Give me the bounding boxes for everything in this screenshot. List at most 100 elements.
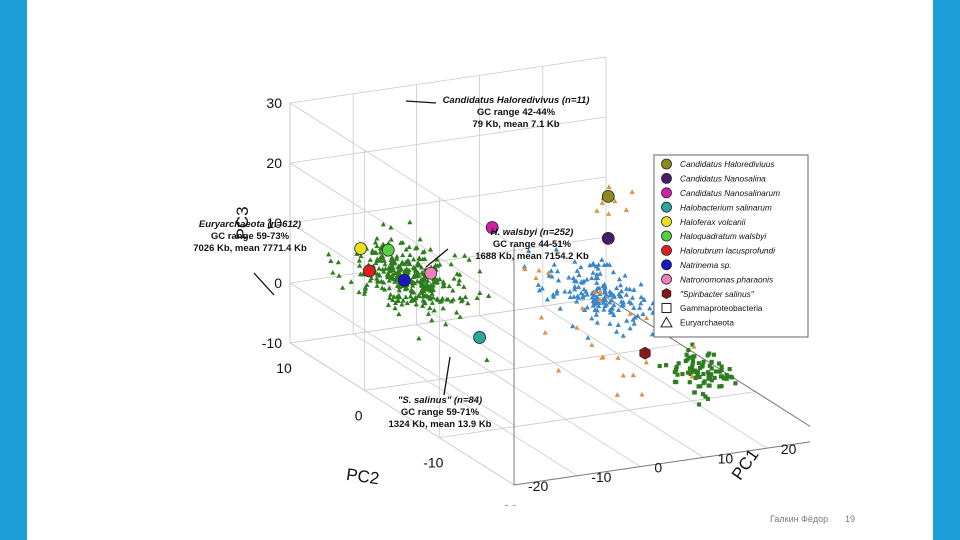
data-point [400,252,406,258]
data-point [379,285,385,290]
data-point [609,305,615,311]
data-point [584,304,590,310]
data-point [406,267,412,273]
data-point [728,374,733,379]
data-point [392,300,399,306]
highlighted-genome-marker [397,273,411,287]
annotation-text: 79 Kb, mean 7.1 Kb [472,119,559,130]
data-point [590,262,596,267]
data-point [630,317,636,322]
data-point [697,365,703,371]
data-point [574,325,580,330]
data-point [584,276,590,282]
highlighted-genome-marker [381,243,395,257]
data-point [700,363,705,368]
annotation-text: GC range 59-73% [211,231,290,242]
gridline [289,236,607,284]
data-point [413,301,419,307]
data-point [610,269,617,275]
data-point [356,289,362,295]
legend-box [653,154,809,338]
data-point [592,289,598,294]
data-point [403,267,409,273]
pca-scatter-chart: Candidatus Haloredivivus (n=11)GC range … [193,56,810,506]
data-point [607,321,613,326]
data-point [556,367,562,373]
gridline [289,162,515,306]
data-point [430,294,436,300]
data-point [700,392,706,397]
data-point [379,255,385,261]
data-point [589,342,595,347]
pc3-tick-label: 20 [266,155,282,171]
data-point [572,286,578,292]
data-point [553,246,559,252]
data-point [545,270,552,275]
data-point [459,297,465,302]
data-point [615,355,621,360]
data-point [622,272,628,278]
gridline [352,333,578,477]
data-point [393,277,399,283]
data-point [422,256,428,262]
data-point [486,293,492,298]
data-point [697,374,702,380]
data-point [690,369,695,374]
gridline [289,342,515,486]
data-point [615,307,622,313]
data-point [594,208,600,213]
data-point [576,272,582,278]
data-point [418,264,425,270]
data-point [620,333,626,338]
data-point [403,294,409,300]
data-point [448,261,454,267]
data-point [611,302,617,308]
data-point [597,271,603,276]
data-point [690,361,695,366]
data-point [623,286,630,291]
data-point [637,305,643,310]
data-point [429,300,435,305]
data-point [419,303,426,308]
data-point [627,325,633,331]
data-point [439,295,446,301]
data-point [416,293,422,299]
data-point [362,284,369,290]
data-point [606,262,613,267]
data-point [388,224,394,230]
pc2-tick-label: 10 [276,360,292,376]
data-point [362,288,368,294]
legend-marker [661,288,672,300]
data-point [448,298,455,304]
data-point [606,184,612,189]
data-point [707,351,712,356]
annotation-text: 7026 Kb, mean 7771.4 Kb [193,243,307,254]
left-accent-bar [0,0,27,540]
data-point [414,273,420,279]
data-point [589,294,595,300]
data-point [721,376,726,381]
highlighted-genome-marker [485,221,499,234]
data-point [408,288,415,293]
data-point [535,282,541,287]
data-point [533,275,539,281]
annotation-text: "S. salinus" (n=84) [398,395,482,406]
data-point [367,277,373,283]
highlighted-genome-marker [354,242,368,255]
legend-marker [661,201,672,213]
data-point [411,289,417,295]
data-point [631,321,637,326]
data-point [684,352,689,357]
legend-label: Haloquadratum walsbyi [680,231,767,241]
data-point [688,371,693,377]
data-point [584,291,590,297]
data-point [420,297,426,303]
data-point [701,371,706,376]
data-point [594,294,600,299]
annotation-text: GC range 42-44% [477,107,556,118]
data-point [382,266,389,271]
highlighted-genome-marker [601,189,615,203]
data-point [692,390,697,395]
legend-marker [661,273,672,285]
